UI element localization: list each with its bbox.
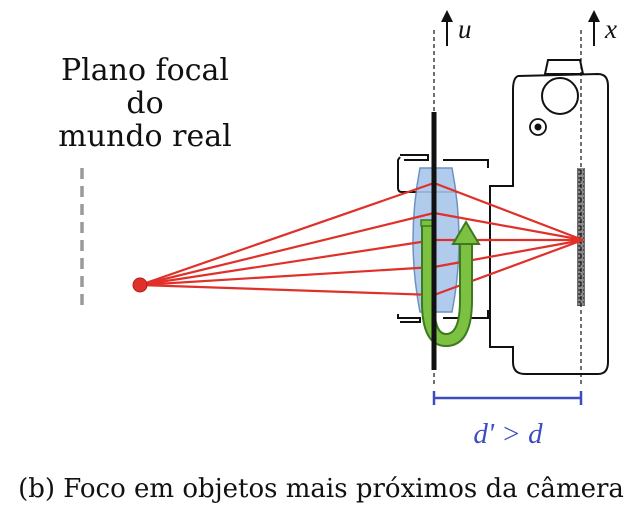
figure-caption: (b) Foco em objetos mais próximos da câm… [18,474,624,504]
focal-plane-label-line1: Plano focal [61,53,229,88]
up-arrow-icon [588,10,600,46]
rotation-arrow-icon [420,219,481,348]
image-sensor [577,168,585,306]
camera-body [397,59,609,375]
distance-bracket [432,391,583,405]
distance-label: d' > d [473,418,543,450]
focal-plane-label-line2: do [126,86,163,121]
camera-button-dot [534,123,542,131]
light-rays [139,181,584,297]
axis-u-label: u [458,14,472,44]
up-arrow-icon [441,10,453,46]
camera-dial [541,77,579,115]
camera-button-ring [529,118,547,136]
axis-x-label: x [604,14,617,44]
object-point [132,277,148,293]
focal-plane-label-line3: mundo real [58,119,231,154]
